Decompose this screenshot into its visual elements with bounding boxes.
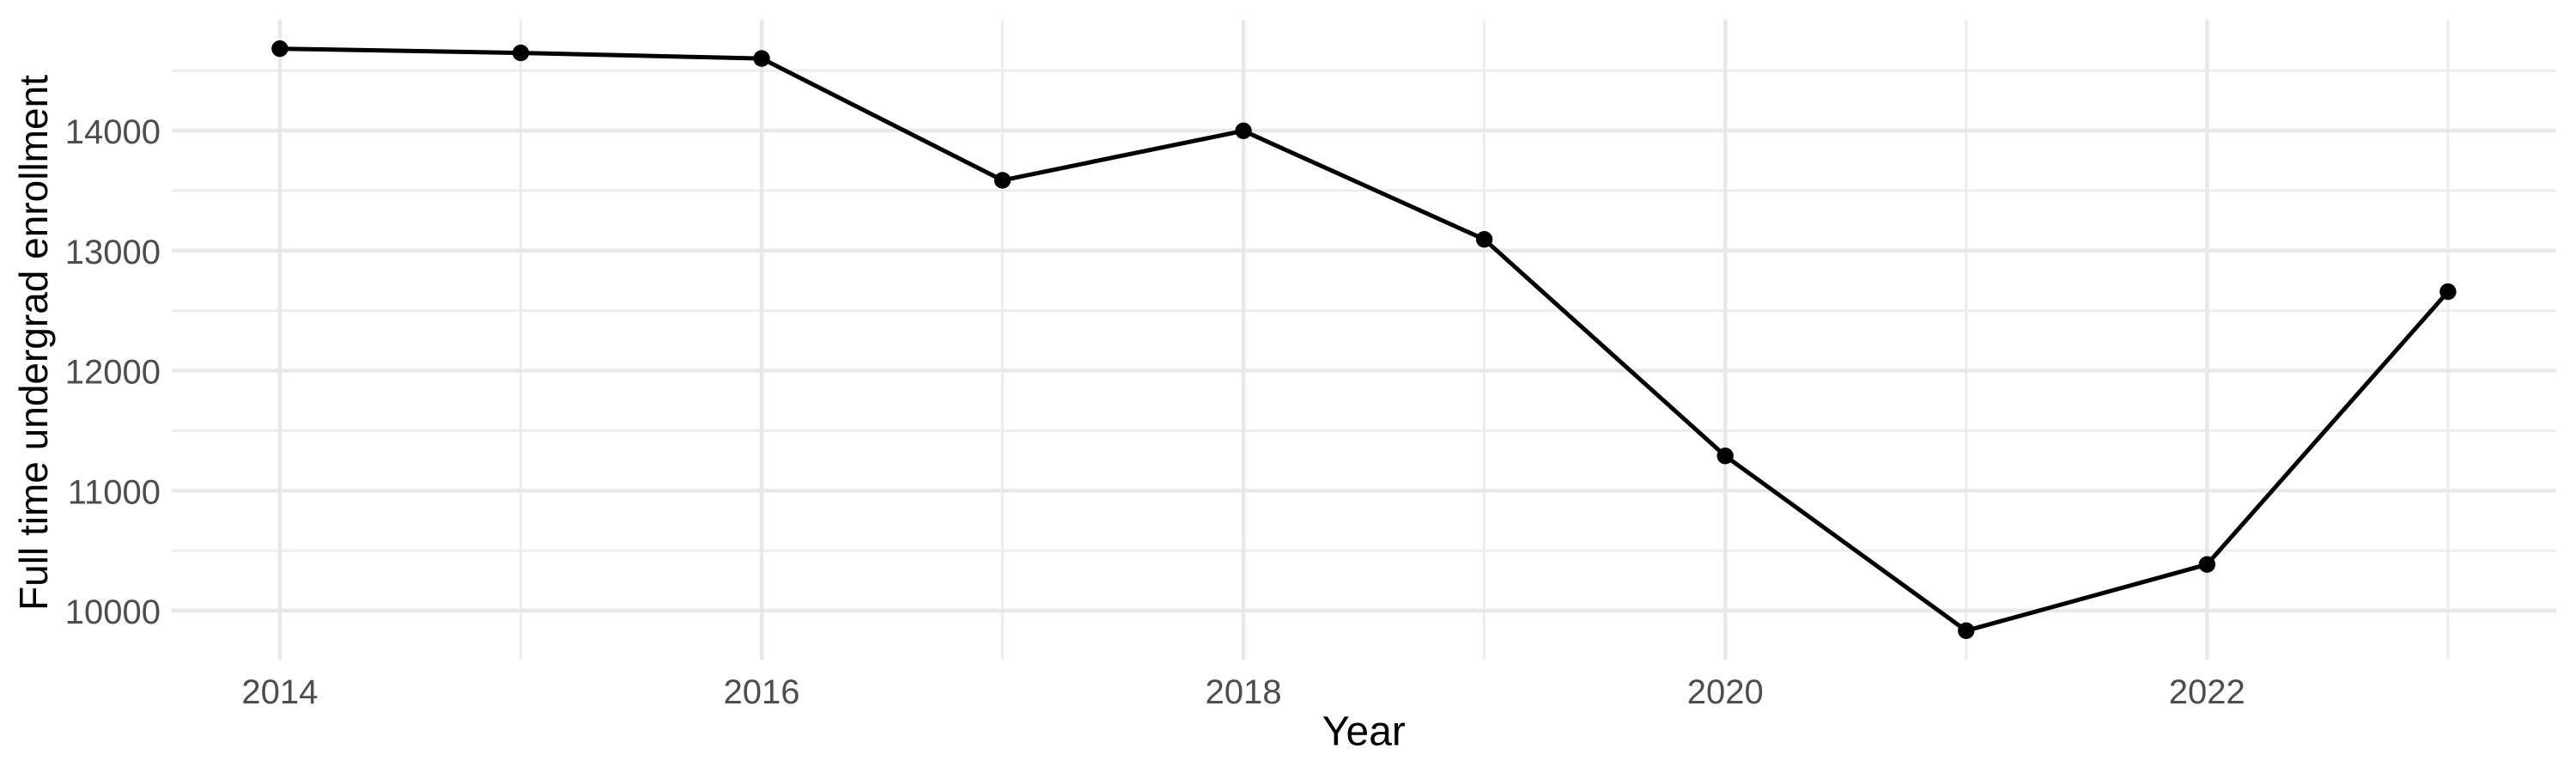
svg-text:14000: 14000 [65,113,161,151]
svg-text:Year: Year [1322,709,1406,755]
svg-text:2014: 2014 [241,673,318,711]
svg-text:2018: 2018 [1206,673,1282,711]
svg-text:2020: 2020 [1687,673,1764,711]
svg-text:13000: 13000 [65,234,161,271]
svg-text:10000: 10000 [65,593,161,631]
svg-text:11000: 11000 [68,473,161,511]
svg-text:Full time undergrad enrollment: Full time undergrad enrollment [11,75,56,611]
svg-text:12000: 12000 [65,354,161,392]
svg-text:2016: 2016 [724,673,800,711]
svg-text:2022: 2022 [2169,673,2245,711]
